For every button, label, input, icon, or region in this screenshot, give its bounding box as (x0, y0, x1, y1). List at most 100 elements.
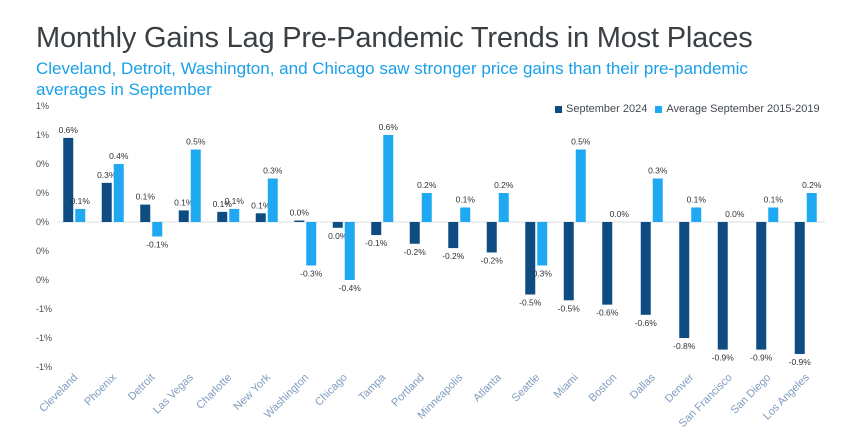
y-tick-label: -1% (36, 362, 52, 372)
data-label-average: 0.1% (456, 195, 476, 205)
bar-sept-2024 (525, 222, 536, 295)
data-label-average: 0.0% (725, 209, 745, 219)
bar-average (768, 207, 779, 222)
legend-item-sept-2024: September 2024 (555, 103, 647, 115)
data-label-sept-2024: -0.8% (673, 341, 696, 351)
bar-average (383, 135, 394, 222)
x-category-label: Cleveland (37, 372, 80, 415)
data-label-average: 0.3% (263, 166, 283, 176)
bar-sept-2024 (679, 222, 690, 338)
bar-sept-2024 (640, 222, 651, 315)
data-label-average: 0.5% (186, 137, 206, 147)
bar-average (113, 164, 124, 222)
bar-average (652, 178, 663, 222)
data-label-sept-2024: 0.6% (59, 125, 79, 135)
data-label-sept-2024: -0.2% (481, 255, 504, 265)
bar-sept-2024 (63, 137, 74, 222)
chart-title: Monthly Gains Lag Pre-Pandemic Trends in… (36, 22, 753, 54)
data-label-average: 0.3% (533, 269, 553, 279)
data-label-sept-2024: 0.1% (174, 197, 194, 207)
y-tick-label: 0% (36, 217, 49, 227)
legend-swatch-dark (555, 105, 562, 113)
y-tick-label: 1% (36, 130, 49, 140)
y-tick-label: 0% (36, 246, 49, 256)
bar-sept-2024 (255, 213, 266, 222)
data-label-sept-2024: -0.5% (558, 303, 581, 313)
bar-average (190, 149, 201, 222)
data-label-average: 0.1% (71, 196, 91, 206)
bar-sept-2024 (294, 220, 305, 222)
data-label-sept-2024: -0.5% (519, 298, 542, 308)
y-tick-label: 0% (36, 188, 49, 198)
data-label-sept-2024: -0.1% (365, 238, 388, 248)
bar-average (575, 149, 586, 222)
data-label-sept-2024: -0.6% (635, 318, 658, 328)
bar-average (267, 178, 278, 222)
bar-sept-2024 (409, 222, 420, 244)
data-label-average: 0.4% (109, 151, 129, 161)
bar-average (75, 208, 86, 222)
data-label-average: 0.1% (764, 195, 784, 205)
y-tick-label: -1% (36, 304, 52, 314)
bar-sept-2024 (140, 204, 151, 222)
bar-sept-2024 (717, 222, 728, 350)
data-label-average: 0.5% (571, 137, 591, 147)
legend-swatch-light (655, 105, 663, 113)
y-tick-label: -1% (36, 333, 52, 343)
bar-sept-2024 (448, 222, 459, 249)
data-label-sept-2024: 0.1% (213, 199, 233, 209)
data-label-average: 0.2% (417, 180, 437, 190)
x-category-label: Atlanta (471, 371, 504, 404)
bar-sept-2024 (178, 210, 189, 222)
bar-sept-2024 (332, 222, 343, 228)
x-category-label: Denver (663, 371, 697, 405)
bar-average (498, 193, 509, 222)
legend: September 2024 Average September 2015-20… (555, 103, 828, 115)
data-label-average: 0.0% (610, 209, 630, 219)
data-label-sept-2024: 0.0% (328, 231, 348, 241)
x-category-label: Charlotte (194, 372, 234, 412)
data-label-average: 0.2% (494, 180, 514, 190)
x-category-label: Chicago (313, 372, 350, 409)
bar-average (806, 193, 817, 222)
data-label-sept-2024: -0.9% (712, 353, 735, 363)
data-label-average: 0.6% (379, 122, 399, 132)
bar-sept-2024 (602, 222, 613, 305)
bar-average (691, 207, 702, 222)
data-label-sept-2024: -0.9% (789, 357, 812, 367)
bar-sept-2024 (217, 211, 228, 222)
legend-label-sept-2024: September 2024 (566, 103, 648, 115)
y-tick-label: 0% (36, 275, 49, 285)
x-category-label: Boston (587, 372, 620, 405)
bar-sept-2024 (371, 222, 382, 236)
data-label-sept-2024: 0.1% (136, 192, 156, 202)
data-label-sept-2024: -0.2% (404, 247, 427, 257)
bar-average (306, 222, 317, 266)
bar-sept-2024 (563, 222, 574, 301)
data-label-average: 0.1% (225, 196, 245, 206)
chart-subtitle: Cleveland, Detroit, Washington, and Chic… (36, 59, 748, 99)
data-label-average: 0.3% (648, 166, 668, 176)
x-category-label: Detroit (126, 372, 157, 403)
legend-label-average: Average September 2015-2019 (666, 103, 820, 115)
x-category-label: Portland (389, 372, 426, 409)
data-label-average: -0.1% (146, 240, 169, 250)
bar-average (460, 207, 471, 222)
x-category-label: Las Vegas (151, 371, 196, 416)
bar-sept-2024 (486, 222, 497, 253)
bar-average (229, 208, 240, 222)
bar-sept-2024 (756, 222, 767, 350)
x-category-label: Seattle (510, 372, 543, 405)
data-label-sept-2024: -0.9% (750, 353, 773, 363)
bar-sept-2024 (101, 182, 112, 222)
data-label-average: 0.2% (802, 180, 822, 190)
y-tick-label: 1% (36, 101, 49, 111)
data-label-sept-2024: 0.3% (97, 170, 117, 180)
data-label-sept-2024: 0.1% (251, 200, 271, 210)
data-label-average: 0.1% (687, 195, 707, 205)
x-category-label: Miami (552, 372, 581, 401)
bar-sept-2024 (794, 222, 805, 354)
legend-item-average: Average September 2015-2019 (655, 103, 820, 115)
bar-average (421, 193, 432, 222)
